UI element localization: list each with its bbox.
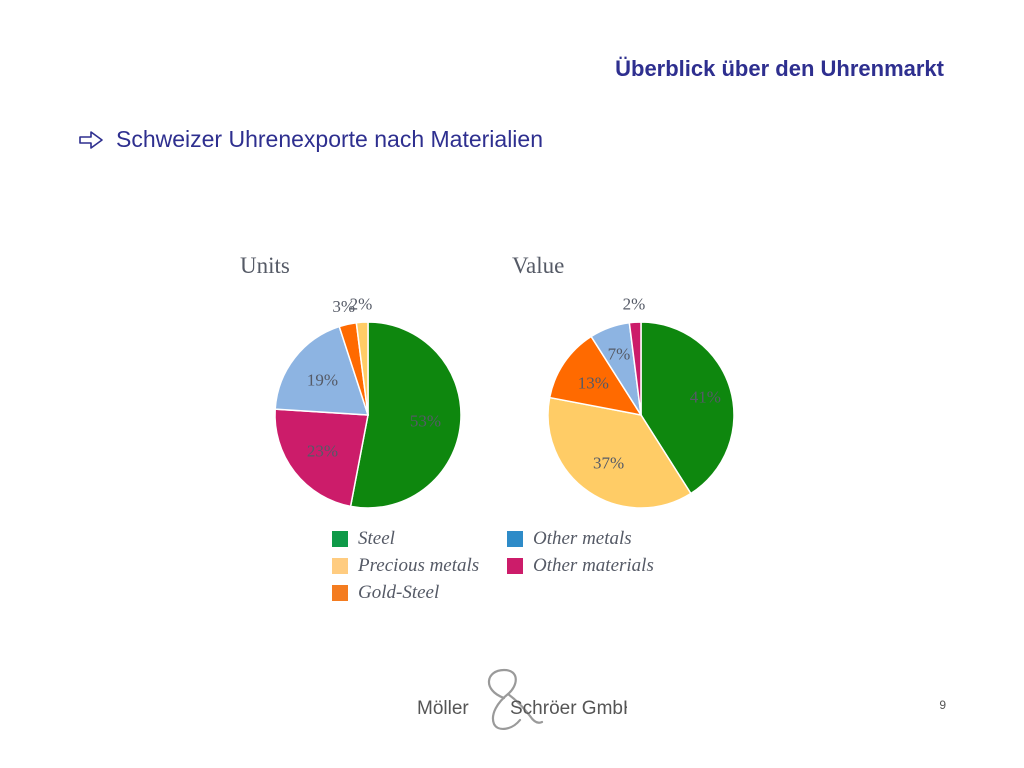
legend-label: Gold-Steel [358, 581, 440, 603]
chart-legend: Steel Other metals Precious metals Other… [332, 528, 692, 603]
arrow-right-icon [79, 130, 103, 149]
legend-item-other-materials: Other materials [507, 555, 682, 576]
pie-slice-other-metals [274, 325, 370, 416]
legend-label: Other metals [533, 527, 632, 549]
bullet-item: Schweizer Uhrenexporte nach Materialien [78, 126, 543, 153]
pie-slice-other-materials [628, 321, 642, 416]
logo-text-right: Schröer GmbH [510, 698, 627, 719]
page-number: 9 [939, 698, 946, 712]
slice-data-label: 19% [307, 371, 338, 390]
slide-title: Überblick über den Uhrenmarkt [615, 56, 944, 81]
slice-data-label: 2% [350, 295, 373, 314]
pie-slice-precious-metals [355, 321, 369, 416]
pie-slice-precious-metals [547, 396, 692, 509]
value-chart-title: Value [512, 253, 565, 278]
slice-data-label: 23% [307, 441, 338, 460]
logo-text-left: Möller [417, 698, 469, 719]
legend-label: Steel [358, 527, 395, 549]
slice-data-label: 3% [332, 297, 355, 316]
pie-slice-other-materials [274, 408, 369, 508]
legend-swatch [332, 530, 348, 547]
pie-slice-steel [349, 321, 462, 509]
legend-swatch [507, 557, 523, 574]
slice-data-label: 13% [578, 374, 609, 393]
legend-swatch [332, 584, 348, 601]
legend-label: Other materials [533, 554, 654, 576]
legend-item-gold-steel: Gold-Steel [332, 582, 507, 603]
slice-data-label: 53% [410, 411, 441, 430]
ampersand-ornament [487, 668, 544, 730]
company-logo: Möller Schröer GmbH [417, 668, 627, 730]
units-chart-title: Units [240, 253, 290, 278]
pie-slice-gold-steel [548, 335, 643, 417]
legend-label: Precious metals [358, 554, 480, 576]
legend-item-other-metals: Other metals [507, 528, 682, 549]
slice-data-label: 2% [623, 295, 646, 314]
legend-swatch [507, 530, 523, 547]
slice-data-label: 41% [690, 387, 721, 406]
legend-item-precious-metals: Precious metals [332, 555, 507, 576]
slice-data-label: 7% [608, 345, 631, 364]
slice-data-label: 37% [593, 454, 624, 473]
legend-item-steel: Steel [332, 528, 507, 549]
legend-swatch [332, 557, 348, 574]
bullet-text: Schweizer Uhrenexporte nach Materialien [116, 126, 543, 152]
